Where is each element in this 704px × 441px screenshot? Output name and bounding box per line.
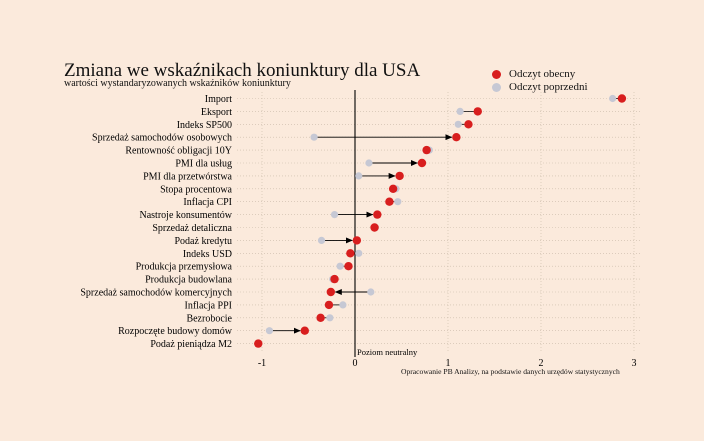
category-label: Sprzedaż samochodów komercyjnych [80,288,232,299]
current-point [417,158,427,168]
previous-point [330,211,339,219]
x-tick-label: -1 [258,358,266,369]
previous-point [265,327,274,335]
chart-title: Zmiana we wskaźnikach koniunktury dla US… [64,60,421,81]
current-point [330,274,339,284]
zero-annotation: Poziom neutralny [357,347,418,357]
category-label: PMI dla usług [175,159,232,170]
current-point [254,339,263,348]
current-point [395,171,404,181]
previous-point [394,198,402,206]
category-label: Inflacja CPI [183,197,232,208]
current-point [452,133,461,142]
category-label: Produkcja budowlana [145,275,232,286]
current-point [422,145,431,155]
category-label: Indeks USD [183,249,232,260]
category-label: Nastroje konsumentów [140,210,233,221]
x-tick-label: 1 [446,358,451,369]
legend-swatch-current [492,70,501,79]
category-label: Eksport [201,107,232,118]
category-label: Bezrobocie [186,313,232,324]
legend-label-current: Odczyt obecny [509,68,576,80]
previous-point [454,120,462,128]
x-tick-label: 2 [539,358,544,369]
current-point [346,249,355,258]
previous-point [317,236,326,244]
current-point [300,326,309,335]
category-label: PMI dla przetwórstwa [143,171,232,182]
category-label: Indeks SP500 [177,120,232,131]
legend-swatch-previous [492,83,501,92]
previous-point [365,159,373,167]
legend-label-previous: Odczyt poprzedni [509,81,588,93]
category-label: Sprzedaż samochodów osobowych [92,133,232,144]
current-point [324,300,334,310]
category-label: Import [205,94,232,105]
previous-point [367,288,375,296]
previous-point [609,94,617,103]
legend-item-previous: Odczyt poprzedni [492,81,588,94]
previous-point [355,249,363,257]
legend-item-current: Odczyt obecny [492,68,588,81]
source-note: Opracowanie PB Analizy, na podstawie dan… [401,367,620,376]
category-label: Podaż pieniądza M2 [150,339,232,350]
legend: Odczyt obecny Odczyt poprzedni [492,68,588,94]
current-point [344,262,353,271]
current-point [370,223,379,232]
current-point [385,197,394,206]
current-point [316,313,325,322]
category-label: Produkcja przemysłowa [136,262,233,273]
previous-point [336,262,344,270]
previous-point [456,107,464,115]
category-label: Rentowność obligacji 10Y [125,146,232,157]
previous-point [310,133,318,141]
current-point [352,236,362,245]
current-point [326,287,336,297]
category-label: Inflacja PPI [185,300,233,311]
category-label: Rozpoczęte budowy domów [118,326,233,337]
category-label: Podaż kredytu [175,236,233,247]
category-label: Sprzedaż detaliczna [152,223,232,234]
category-label: Stopa procentowa [160,184,232,195]
current-point [373,210,382,219]
chart-subtitle: wartości wystandaryzowanych wskaźników k… [64,78,291,89]
current-point [617,94,627,103]
current-point [473,107,482,116]
previous-point [355,172,363,180]
current-point [464,120,473,129]
current-point [388,184,398,193]
x-tick-label: 3 [632,358,637,369]
previous-point [339,301,347,309]
previous-point [326,314,334,322]
x-tick-label: 0 [353,358,358,369]
